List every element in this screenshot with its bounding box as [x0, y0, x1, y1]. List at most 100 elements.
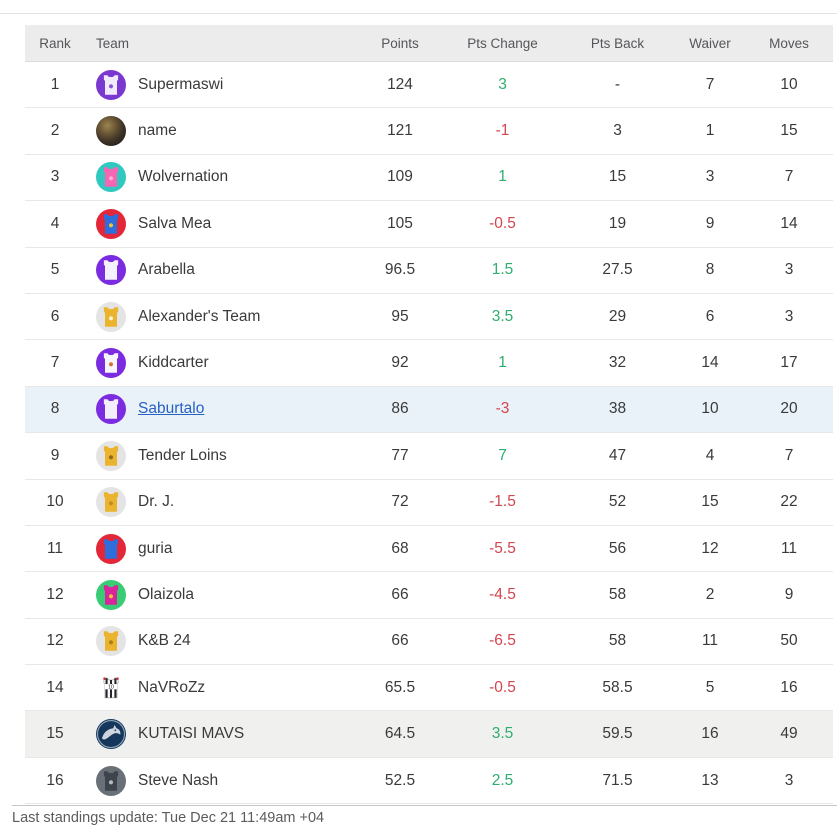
standings-table: Rank Team Points Pts Change Pts Back Wai…: [25, 25, 833, 805]
team-name: Steve Nash: [138, 771, 219, 789]
pts-change-cell: 1: [498, 354, 507, 372]
team-avatar-icon: [96, 533, 126, 564]
points-cell: 72: [391, 493, 409, 511]
column-header-rank[interactable]: Rank: [39, 35, 71, 51]
table-row: 5 Arabella 96.5 1.5 27.5 8 3: [25, 247, 833, 294]
rank-cell: 10: [46, 493, 64, 511]
points-cell: 96.5: [384, 261, 416, 279]
points-cell: 105: [387, 214, 413, 232]
points-cell: 68: [391, 539, 409, 557]
team-name: Arabella: [138, 261, 195, 279]
pts-change-cell: 3.5: [491, 725, 514, 743]
pts-back-cell: 3: [613, 122, 622, 140]
pts-change-cell: 3: [498, 75, 507, 93]
rank-cell: 12: [46, 632, 64, 650]
team-avatar-icon: [96, 348, 126, 379]
rank-cell: 8: [50, 400, 60, 418]
last-update-note: Last standings update: Tue Dec 21 11:49a…: [12, 810, 325, 826]
points-cell: 77: [391, 446, 409, 464]
team-name: KUTAISI MAVS: [138, 725, 245, 743]
pts-change-cell: -1: [495, 122, 510, 140]
team-name: guria: [138, 539, 173, 557]
rank-cell: 1: [50, 75, 60, 93]
waiver-cell: 15: [701, 493, 719, 511]
points-cell: 65.5: [384, 678, 416, 696]
column-header-pts-back[interactable]: Pts Back: [590, 35, 645, 51]
table-header-row: Rank Team Points Pts Change Pts Back Wai…: [25, 25, 833, 62]
team-cell: Olaizola: [85, 579, 355, 610]
team-cell: Salva Mea: [85, 208, 355, 239]
rank-cell: 15: [46, 725, 64, 743]
team-name: Wolvernation: [138, 168, 229, 186]
rank-cell: 9: [50, 446, 60, 464]
team-avatar-icon: [96, 487, 126, 518]
team-cell: Supermaswi: [85, 69, 355, 100]
moves-cell: 3: [784, 771, 794, 789]
rank-cell: 5: [50, 261, 60, 279]
team-avatar-icon: [96, 116, 126, 147]
rank-cell: 4: [50, 214, 60, 232]
pts-change-cell: -6.5: [489, 632, 516, 650]
team-avatar-icon: [96, 208, 126, 239]
table-row: 3 Wolvernation 109 1 15 3 7: [25, 154, 833, 202]
team-name: Salva Mea: [138, 214, 212, 232]
table-row: 12 Olaizola 66 -4.5 58 2 9: [25, 572, 833, 619]
points-cell: 95: [391, 307, 409, 325]
moves-cell: 17: [780, 354, 798, 372]
table-row: 15 KUTAISI MAVS 64.5 3.5 59.5 16 49: [25, 711, 833, 758]
points-cell: 66: [391, 632, 409, 650]
team-cell: KUTAISI MAVS: [85, 719, 355, 750]
points-cell: 109: [387, 168, 413, 186]
moves-cell: 7: [784, 168, 794, 186]
team-cell: Kiddcarter: [85, 348, 355, 379]
points-cell: 52.5: [384, 771, 416, 789]
team-name: Dr. J.: [138, 493, 175, 511]
pts-change-cell: -1.5: [489, 493, 516, 511]
points-cell: 121: [387, 122, 413, 140]
pts-change-cell: 7: [498, 446, 507, 464]
team-name[interactable]: Saburtalo: [138, 400, 205, 418]
moves-cell: 50: [780, 632, 798, 650]
team-cell: Wolvernation: [85, 162, 355, 193]
team-avatar-icon: [96, 626, 126, 657]
pts-change-cell: -0.5: [489, 678, 516, 696]
table-row: 10 Dr. J. 72 -1.5 52 15 22: [25, 479, 833, 526]
team-avatar-icon: [96, 301, 126, 332]
team-cell: Dr. J.: [85, 487, 355, 518]
pts-back-cell: 58: [608, 585, 627, 603]
waiver-cell: 7: [705, 75, 715, 93]
points-cell: 92: [391, 354, 409, 372]
team-name: Olaizola: [138, 585, 194, 603]
table-row: 14 10 NaVRoZz 65.5 -0.5 58.5 5 16: [25, 665, 833, 712]
moves-cell: 20: [780, 400, 798, 418]
column-header-moves[interactable]: Moves: [769, 35, 809, 51]
table-row: 6 Alexander's Team 95 3.5 29 6 3: [25, 293, 833, 341]
column-header-waiver[interactable]: Waiver: [689, 35, 731, 51]
column-header-points[interactable]: Points: [381, 35, 419, 51]
team-cell: Arabella: [85, 255, 355, 286]
team-name: Kiddcarter: [138, 354, 209, 372]
pts-back-cell: -: [614, 75, 621, 93]
pts-back-cell: 29: [608, 307, 627, 325]
svg-text:10: 10: [108, 684, 114, 690]
moves-cell: 9: [784, 585, 794, 603]
pts-back-cell: 32: [608, 354, 627, 372]
team-cell: Steve Nash: [85, 765, 355, 796]
pts-change-cell: -5.5: [489, 539, 516, 557]
rank-cell: 2: [50, 122, 60, 140]
rank-cell: 3: [50, 168, 60, 186]
pts-change-cell: 2.5: [491, 771, 514, 789]
column-header-pts-change[interactable]: Pts Change: [467, 35, 538, 51]
team-avatar-icon: [96, 255, 126, 286]
pts-change-cell: -4.5: [489, 585, 516, 603]
top-divider: [0, 13, 837, 14]
waiver-cell: 5: [705, 678, 715, 696]
moves-cell: 14: [780, 214, 798, 232]
moves-cell: 3: [784, 307, 794, 325]
rank-cell: 7: [50, 354, 60, 372]
moves-cell: 10: [780, 75, 798, 93]
column-header-team[interactable]: Team: [96, 35, 130, 51]
moves-cell: 3: [784, 261, 794, 279]
waiver-cell: 11: [701, 632, 719, 650]
moves-cell: 49: [780, 725, 798, 743]
